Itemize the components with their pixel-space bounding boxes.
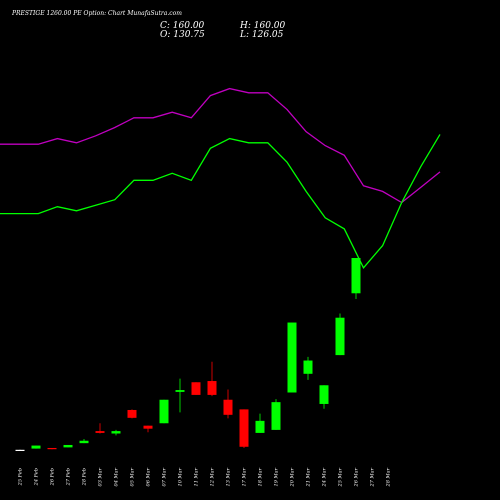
x-tick-label: 10 Mar: [178, 467, 184, 486]
x-tick-label: 12 Mar: [210, 467, 216, 486]
candle-body: [207, 381, 217, 395]
x-tick-label: 06 Mar: [146, 467, 152, 486]
x-tick-label: 25 Feb: [18, 468, 24, 486]
series-line-green: [0, 134, 441, 269]
x-tick-label: 05 Mar: [130, 467, 136, 486]
x-tick-label: 28 Mar: [386, 467, 392, 487]
x-tick-label: 26 Feb: [50, 468, 56, 486]
candle-body: [31, 445, 41, 449]
x-tick-label: 25 Mar: [338, 467, 344, 487]
candle-body: [255, 420, 265, 433]
candle-body: [335, 317, 345, 356]
x-tick-label: 03 Mar: [98, 467, 104, 486]
candle-body: [63, 444, 73, 448]
x-tick-label: 04 Mar: [114, 467, 120, 486]
candle-body: [47, 447, 57, 450]
candle-body: [127, 409, 137, 418]
x-tick-label: 28 Feb: [82, 468, 88, 486]
candle-body: [159, 399, 169, 424]
candle-body: [15, 449, 25, 451]
x-tick-label: 24 Feb: [34, 468, 40, 486]
x-tick-label: 21 Mar: [306, 467, 312, 487]
x-axis: 25 Feb 24 Feb 26 Feb 27 Feb 28 Feb 03 Mar 04 M…: [18, 467, 392, 487]
candle-body: [351, 258, 361, 294]
close-readout: C: 160.00: [160, 21, 205, 31]
candle-body: [191, 382, 201, 395]
x-tick-label: 19 Mar: [274, 467, 280, 486]
low-readout: L: 126.05: [239, 30, 284, 40]
candle-body: [175, 390, 185, 392]
candle-body: [287, 322, 297, 393]
x-tick-label: 18 Mar: [258, 467, 264, 486]
candle-body: [143, 425, 153, 429]
x-tick-label: 07 Mar: [162, 467, 168, 486]
x-tick-label: 20 Mar: [290, 467, 296, 487]
open-readout: O: 130.75: [160, 30, 205, 40]
candle-body: [303, 360, 313, 374]
x-tick-label: 11 Mar: [194, 467, 200, 486]
candle-body: [111, 431, 121, 434]
indicator-lines: [0, 87, 441, 269]
x-tick-label: 27 Feb: [66, 468, 72, 486]
x-tick-label: 17 Mar: [242, 467, 248, 486]
candle-body: [223, 399, 233, 415]
candle-body: [271, 402, 281, 430]
candle-body: [95, 431, 105, 433]
x-tick-label: 27 Mar: [370, 467, 376, 487]
candle-body: [239, 409, 249, 447]
x-tick-label: 24 Mar: [322, 467, 328, 487]
x-tick-label: 26 Mar: [354, 467, 360, 487]
candle-body: [319, 385, 329, 404]
candle-body: [79, 440, 89, 444]
chart-title: PRESTIGE 1260.00 PE Option: Chart Munafa…: [11, 10, 182, 17]
x-tick-label: 13 Mar: [226, 467, 232, 486]
candles: [15, 258, 361, 451]
high-readout: H: 160.00: [239, 21, 286, 31]
series-line-magenta: [0, 87, 441, 204]
